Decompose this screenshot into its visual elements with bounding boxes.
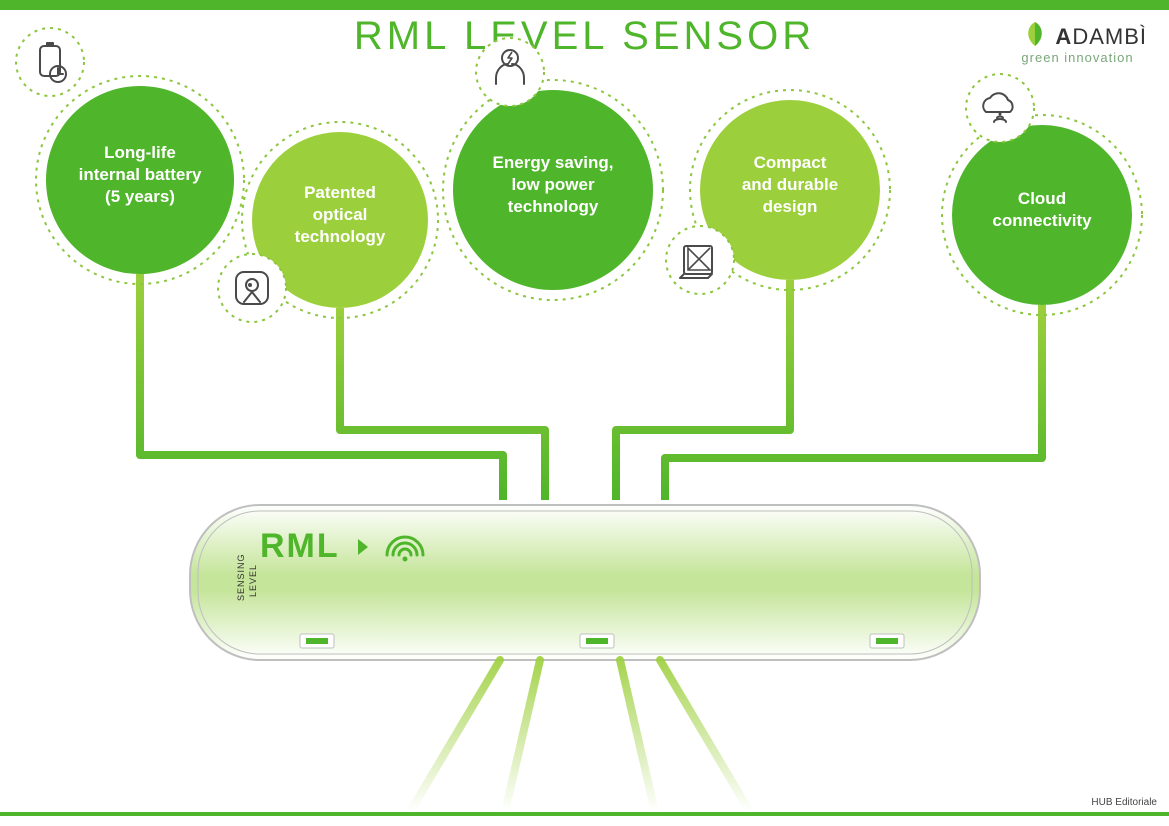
device-sublabel2: LEVEL (248, 564, 258, 597)
cloud-icon (966, 74, 1034, 142)
device-label: RML (260, 527, 340, 565)
sensor-beam (660, 660, 750, 812)
connector-battery (140, 274, 503, 500)
sensor-beam (620, 660, 655, 812)
compact-icon (666, 226, 734, 294)
footer-credit: HUB Editoriale (1091, 797, 1157, 808)
bubble-battery: Long-lifeinternal battery(5 years) (36, 76, 244, 284)
device: RML SENSINGLEVEL (190, 505, 980, 812)
sensor-beam (505, 660, 540, 812)
bubble-cloud: Cloudconnectivity (942, 115, 1142, 315)
bubble-energy: Energy saving,low powertechnology (443, 80, 663, 300)
connector-optical (340, 308, 545, 500)
battery-icon (16, 28, 84, 96)
sensor-beam (410, 660, 500, 812)
optical-icon (218, 254, 286, 322)
device-sublabel: SENSING (236, 553, 246, 601)
connector-cloud (665, 305, 1042, 500)
connector-compact (616, 280, 790, 500)
energy-icon (476, 38, 544, 106)
diagram-canvas: Long-lifeinternal battery(5 years)Patent… (0, 0, 1169, 826)
